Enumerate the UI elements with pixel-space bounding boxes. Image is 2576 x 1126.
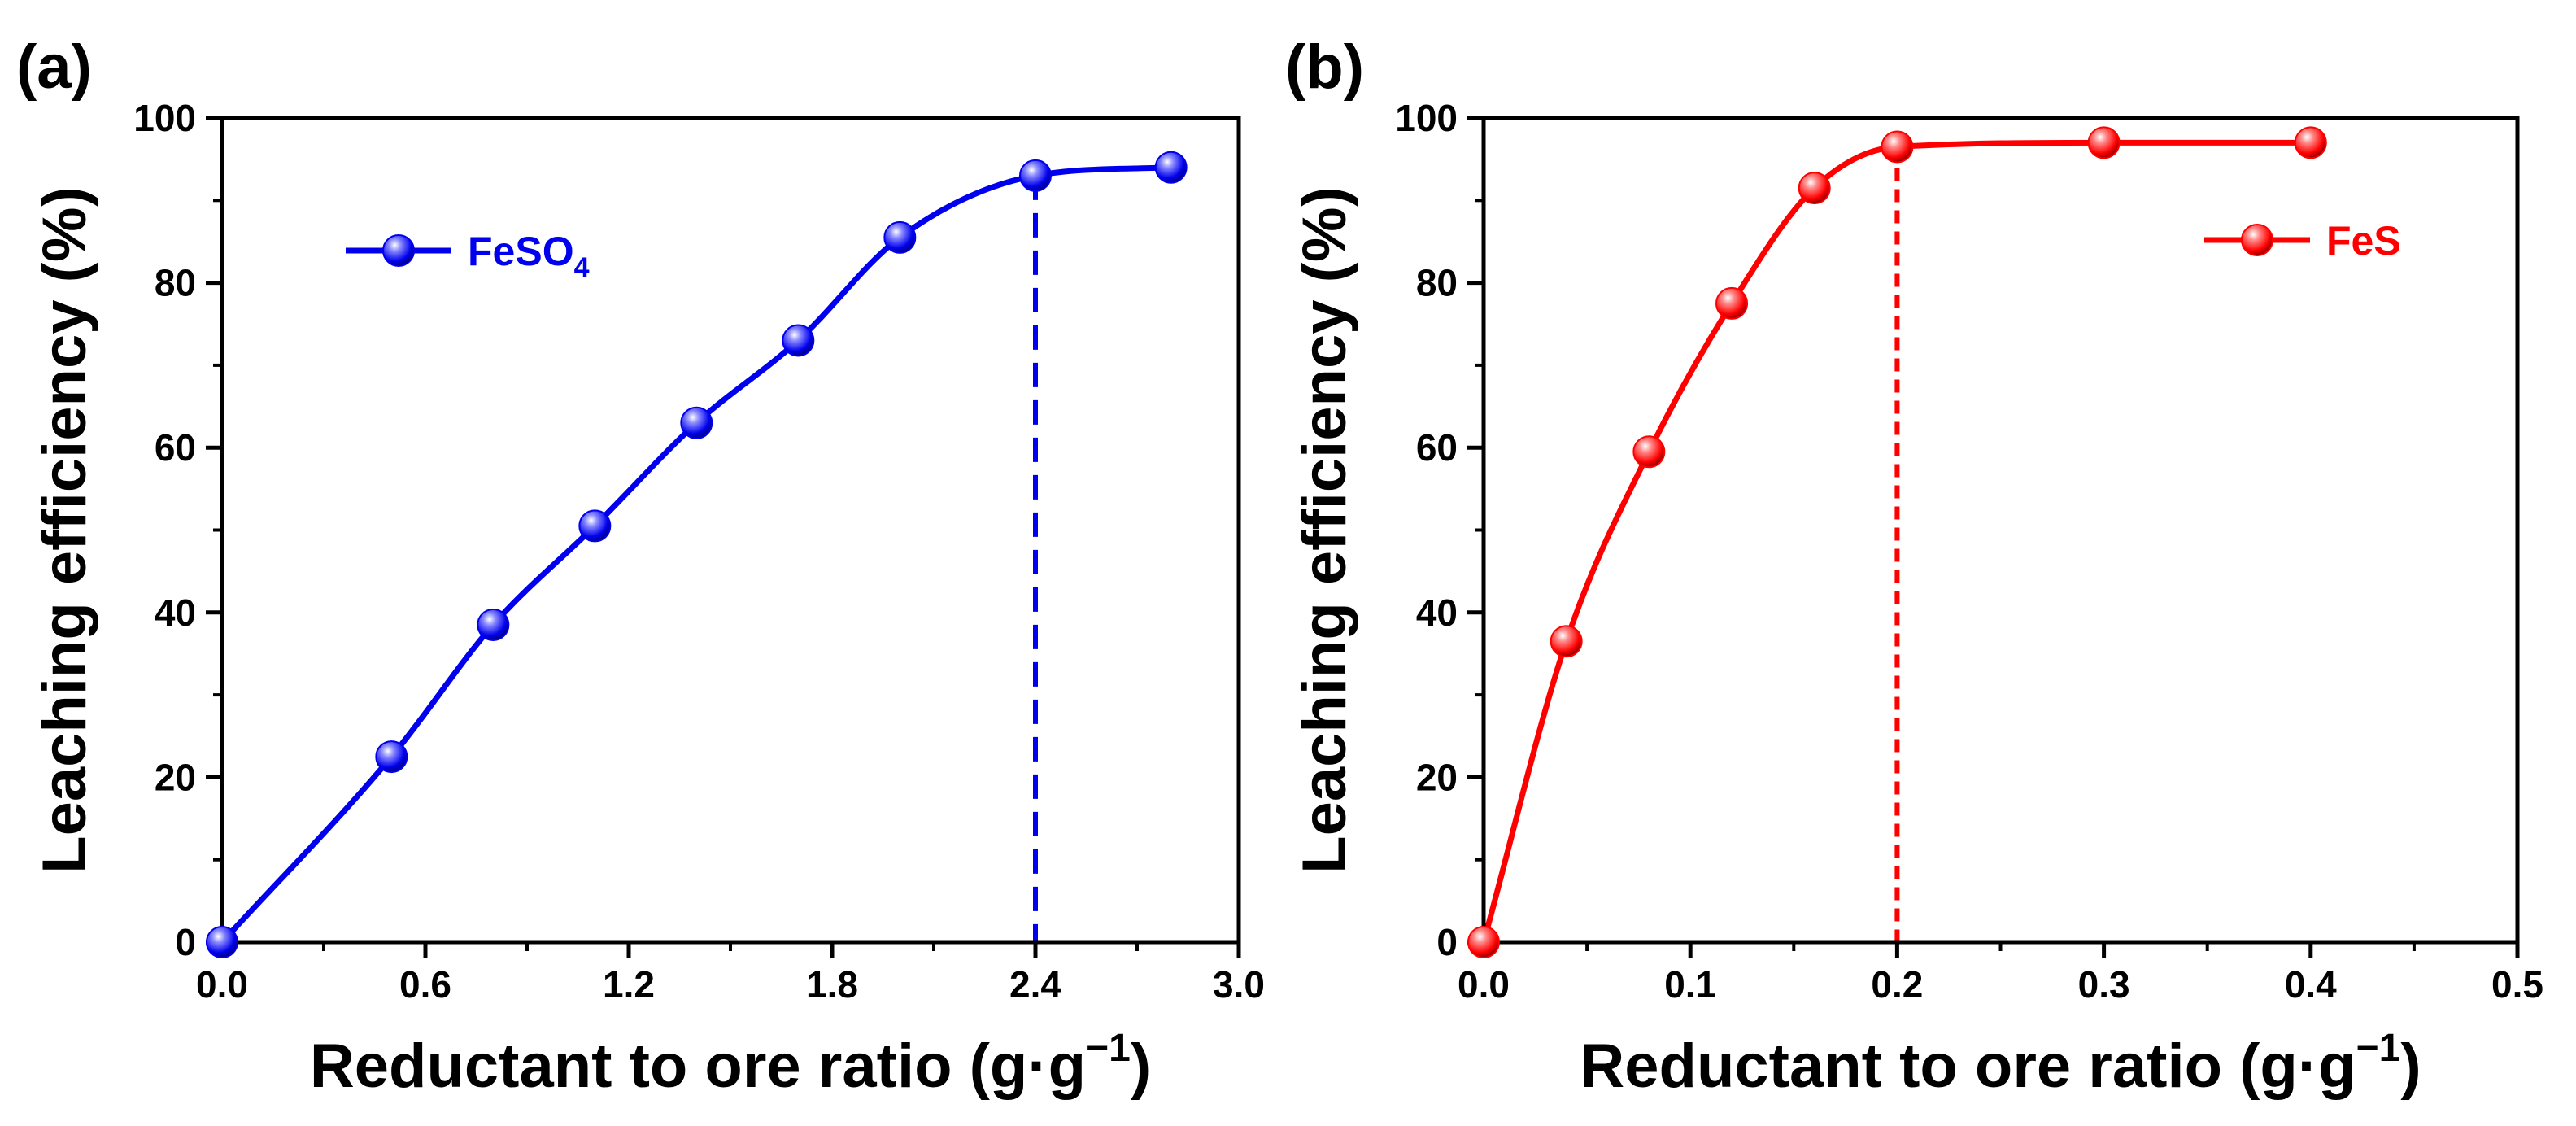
legend-marker-swatch (382, 234, 415, 267)
data-point (1154, 151, 1188, 184)
x-tick-label: 0.6 (399, 963, 451, 1006)
data-point (1881, 130, 1914, 164)
x-axis-title-end: ) (2400, 1032, 2421, 1101)
data-point (1550, 625, 1583, 658)
data-point (578, 509, 612, 543)
y-tick-label: 40 (155, 591, 196, 634)
x-axis-title: Reductant to ore ratio (g·g−1) (310, 1027, 1151, 1101)
data-point (2087, 126, 2121, 159)
x-axis-title-end: ) (1131, 1032, 1151, 1101)
x-axis-title-exponent: −1 (2356, 1027, 2401, 1070)
data-point (1019, 159, 1052, 192)
x-axis-title-main: Reductant to ore ratio (g·g (1580, 1032, 2356, 1101)
y-axis-title: Leaching efficiency (%) (30, 186, 99, 874)
data-point (883, 220, 917, 254)
legend: FeS (2204, 218, 2401, 264)
legend-label-subscript: 4 (574, 252, 590, 283)
data-point (782, 324, 815, 357)
legend-label-name: FeS (2326, 218, 2401, 264)
data-point (1467, 926, 1500, 958)
data-point (1632, 435, 1666, 469)
x-tick-label: 0.0 (196, 963, 248, 1006)
x-tick-label: 3.0 (1213, 963, 1265, 1006)
y-tick-label: 0 (1436, 921, 1458, 963)
x-tick-label: 0.1 (1664, 963, 1716, 1006)
x-tick-label: 0.4 (2285, 963, 2337, 1006)
data-point (2294, 126, 2327, 159)
legend-label-name: FeSO (468, 229, 574, 274)
data-point (477, 608, 510, 641)
data-point (680, 406, 713, 439)
x-axis-title-main: Reductant to ore ratio (g·g (310, 1032, 1086, 1101)
data-point (206, 926, 238, 958)
y-tick-label: 100 (133, 97, 196, 139)
legend-label: FeS (2326, 218, 2401, 264)
panel-label: (a) (16, 33, 92, 102)
chart-panel-a: (a) 0.0 0.6 1.2 1.8 2.4 3.0 0 20 40 60 80 100 Reducta… (16, 33, 1265, 1101)
y-tick-label: 20 (1416, 756, 1458, 798)
x-axis-title: Reductant to ore ratio (g·g−1) (1580, 1027, 2421, 1101)
y-tick-label: 80 (1416, 262, 1458, 304)
data-point (375, 740, 408, 774)
legend-marker-swatch (2241, 224, 2273, 256)
plot-frame (220, 116, 1241, 945)
y-axis-title: Leaching efficiency (%) (1290, 186, 1359, 874)
y-tick-label: 60 (155, 426, 196, 469)
data-point (1798, 172, 1831, 205)
y-tick-label: 80 (155, 262, 196, 304)
series-line (220, 164, 1171, 945)
y-tick-label: 40 (1416, 591, 1458, 634)
chart-panel-b: (b) 0.0 0.1 0.2 0.3 0.4 0.5 0 20 40 60 80 100 Reducta… (1285, 33, 2543, 1101)
y-tick-label: 60 (1416, 426, 1458, 469)
data-point (1715, 286, 1749, 320)
panel-label: (b) (1285, 33, 1364, 102)
legend: FeSO4 (346, 229, 590, 283)
x-tick-label: 0.2 (1871, 963, 1923, 1006)
y-tick-label: 20 (155, 756, 196, 798)
x-tick-label: 0.0 (1458, 963, 1510, 1006)
x-tick-label: 0.5 (2491, 963, 2543, 1006)
x-tick-label: 1.8 (806, 963, 858, 1006)
y-tick-label: 100 (1395, 97, 1458, 139)
y-tick-label: 0 (175, 921, 196, 963)
x-tick-label: 0.3 (2078, 963, 2130, 1006)
x-axis-title-exponent: −1 (1086, 1027, 1131, 1070)
legend-label: FeSO4 (468, 229, 590, 283)
x-tick-label: 1.2 (603, 963, 655, 1006)
x-tick-label: 2.4 (1009, 963, 1061, 1006)
